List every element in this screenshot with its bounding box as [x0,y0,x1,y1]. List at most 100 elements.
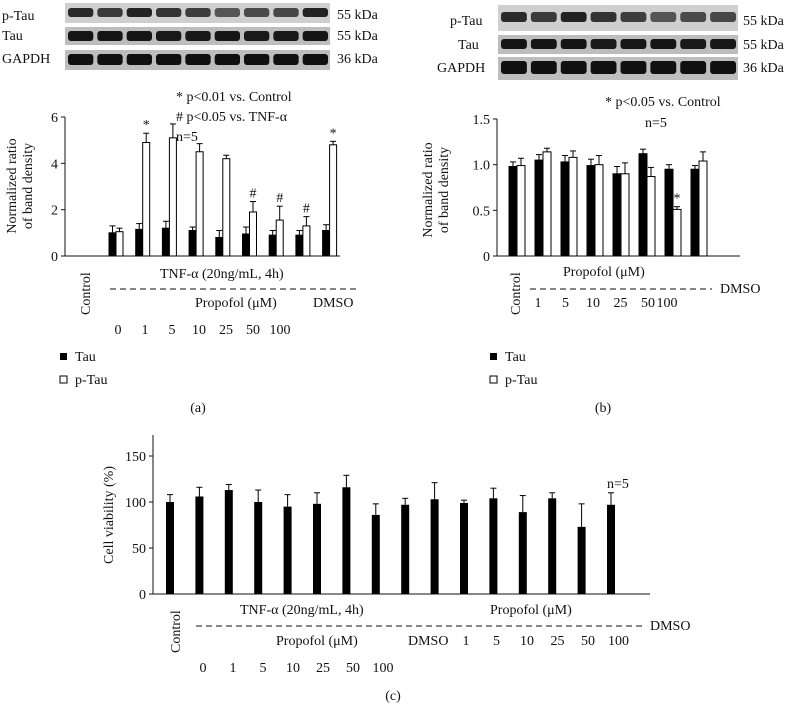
dose-label-b: 100 [657,296,678,311]
dose-label-c2: 25 [551,634,565,649]
blot-a-band [68,8,94,17]
bar-b-tau [690,168,700,257]
blot-a-band [273,8,299,17]
blot-a-band [126,31,152,41]
blot-a-band [68,54,94,65]
bar-b-tau [612,173,622,257]
blot-a-band [68,31,94,41]
blot-a-band [214,8,240,17]
blot-a-row-tau-size: 55 kDa [337,29,379,44]
bar-a-tau [242,233,250,257]
bar-a-ptau [168,137,177,257]
blot-a-band [302,54,328,65]
xlabel-b-dmso: DMSO [720,282,760,297]
blot-b: p-Tau Tau GAPDH 55 kDa 55 kDa 36 kDa [437,5,785,80]
xlabel-c-dmso-2: DMSO [650,619,690,634]
blot-a-band [185,8,211,17]
blot-a-band [244,8,270,17]
bar-a-ptau [302,225,311,257]
dose-label-b: 10 [586,296,600,311]
blot-b-row-gapdh-size: 36 kDa [743,61,785,76]
bar-b-ptau [594,164,604,257]
panel-c-label: (c) [385,689,401,704]
significance-marker-a: * [143,118,150,133]
blot-b-band [590,61,617,74]
blot-b-band [650,12,677,22]
dose-label-c2: 1 [463,634,470,649]
ytick-b: 0 [483,250,490,265]
xlabel-b-control: Control [509,272,524,315]
dose-label-b: 50 [641,296,655,311]
panel-a-label: (a) [190,401,206,416]
blot-a-band [156,54,182,65]
xlabel-c-propofol-1: Propofol (μM) [276,634,358,649]
blot-b-band [680,61,707,74]
bar-a-ptau [142,141,151,257]
blot-b-band [680,12,707,22]
blot-a-band [97,8,123,17]
legend-a-ptau: p-Tau [75,373,107,388]
dose-label-c1: 10 [286,661,300,676]
dose-label-c2: 10 [520,634,534,649]
xlabel-a-tnf: TNF-α (20ng/mL, 4h) [160,267,284,282]
bar-c [195,496,204,594]
blot-b-band [501,61,527,74]
bar-c [313,503,321,594]
bar-c [371,514,380,594]
blot-a-row-ptau-label: p-Tau [2,9,34,24]
ytick-a: 0 [51,250,58,265]
blot-b-row-tau-size: 55 kDa [743,38,785,53]
blot-a-band [214,31,240,41]
bar-a-ptau [275,219,284,257]
bar-a-tau [322,230,331,257]
bar-a-ptau [249,211,257,257]
blot-a-band [302,8,328,17]
ytick-a: 6 [51,111,58,126]
significance-marker-a: * [330,126,337,141]
blot-b-band [530,39,557,49]
blot-b-band [710,61,736,74]
blot-b-band [560,61,587,74]
blot-b-row-ptau-label: p-Tau [450,14,482,29]
blot-a-band [156,8,182,17]
blot-b-band [650,61,677,74]
blot-a-row-tau-label: Tau [2,29,23,44]
annotation-a-control: * p<0.01 vs. Control [176,90,292,105]
legend-b-tau: Tau [505,350,526,365]
xlabel-b-propofol: Propofol (μM) [563,265,645,280]
ytick-c: 150 [125,450,146,465]
bar-b-ptau [698,160,708,257]
blot-a-row-gapdh-label: GAPDH [2,52,50,67]
legend-b-ptau: p-Tau [505,373,537,388]
blot-a-band [156,31,182,41]
significance-marker-a: # [250,187,257,202]
ylabel-c: Cell viability (%) [102,466,117,564]
dose-label-c1: 25 [316,661,330,676]
significance-marker-b: * [674,192,681,207]
blot-a-band [214,54,240,65]
dose-label-a: 1 [142,323,149,338]
blot-a-band [302,31,328,41]
ytick-c: 50 [132,542,146,557]
xlabel-c-tnf: TNF-α (20ng/mL, 4h) [240,603,364,618]
blot-a-band [97,54,123,65]
dose-label-c1: 50 [346,661,360,676]
dose-label-c2: 5 [493,634,500,649]
bar-a-tau [188,230,197,257]
bar-b-ptau [672,208,682,257]
bar-c [224,490,233,594]
blot-b-band [620,12,647,22]
blot-a-band [185,31,211,41]
xlabel-c-dmso-1: DMSO [408,634,448,649]
legend-b-tau-swatch [490,353,497,360]
dose-label-c2: 100 [608,634,629,649]
annotation-c-n: n=5 [607,477,629,492]
blot-b-band [710,12,736,22]
dose-label-a: 10 [192,323,206,338]
ylabel-a-line1: Normalized ratio [5,138,20,233]
ytick-a: 2 [51,204,58,219]
bar-c [460,502,468,594]
bar-a-tau [161,227,170,257]
bar-a-ptau [329,144,338,257]
